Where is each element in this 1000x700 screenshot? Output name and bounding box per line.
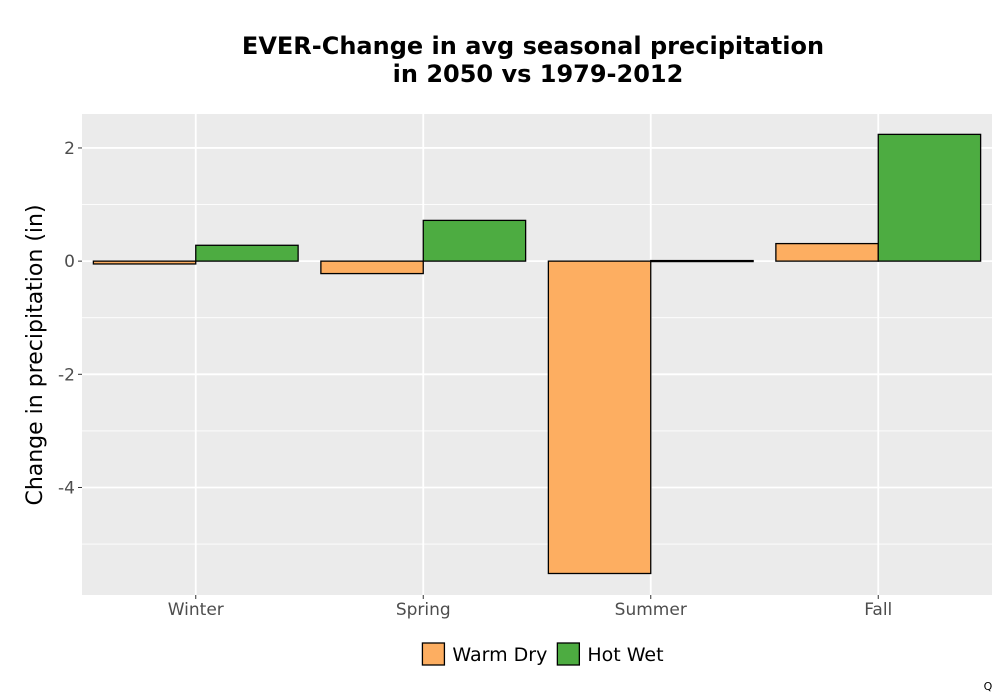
y-axis-title: Change in precipitation (in)	[23, 204, 48, 505]
legend-label-hot-wet: Hot Wet	[587, 644, 663, 666]
x-tick-label: Summer	[615, 600, 687, 620]
y-tick-label: 0	[64, 252, 75, 272]
bar-warm-dry-spring	[320, 260, 424, 275]
bar-hot-wet-winter	[195, 244, 299, 262]
y-tick-label: -4	[58, 478, 75, 498]
bar-warm-dry-summer	[547, 260, 652, 575]
x-tick-label: Fall	[864, 600, 892, 620]
bars	[92, 133, 982, 575]
legend-key-hot-wet	[556, 642, 581, 666]
bar-warm-dry-winter	[92, 260, 197, 265]
bar-warm-dry-fall	[775, 242, 879, 262]
bar-hot-wet-spring	[422, 219, 527, 262]
y-tick-label: -2	[58, 365, 75, 385]
plot-panel	[82, 114, 992, 595]
legend: Warm Dry Hot Wet	[421, 642, 664, 666]
legend-label-warm-dry: Warm Dry	[452, 644, 547, 666]
x-tick-label: Winter	[168, 600, 224, 620]
chart-title-line1: EVER-Change in avg seasonal precipitatio…	[242, 32, 824, 60]
bar-hot-wet-summer	[650, 259, 754, 263]
legend-key-warm-dry	[421, 642, 446, 666]
x-tick-label: Spring	[396, 600, 451, 620]
bar-hot-wet-fall	[877, 133, 982, 262]
chart-title-line2: in 2050 vs 1979-2012	[393, 60, 684, 88]
corner-mark: Q	[984, 680, 993, 693]
y-tick-label: 2	[64, 139, 75, 159]
axes: -4 -2 0 2 Winter Spring Summer Fall	[58, 139, 892, 620]
